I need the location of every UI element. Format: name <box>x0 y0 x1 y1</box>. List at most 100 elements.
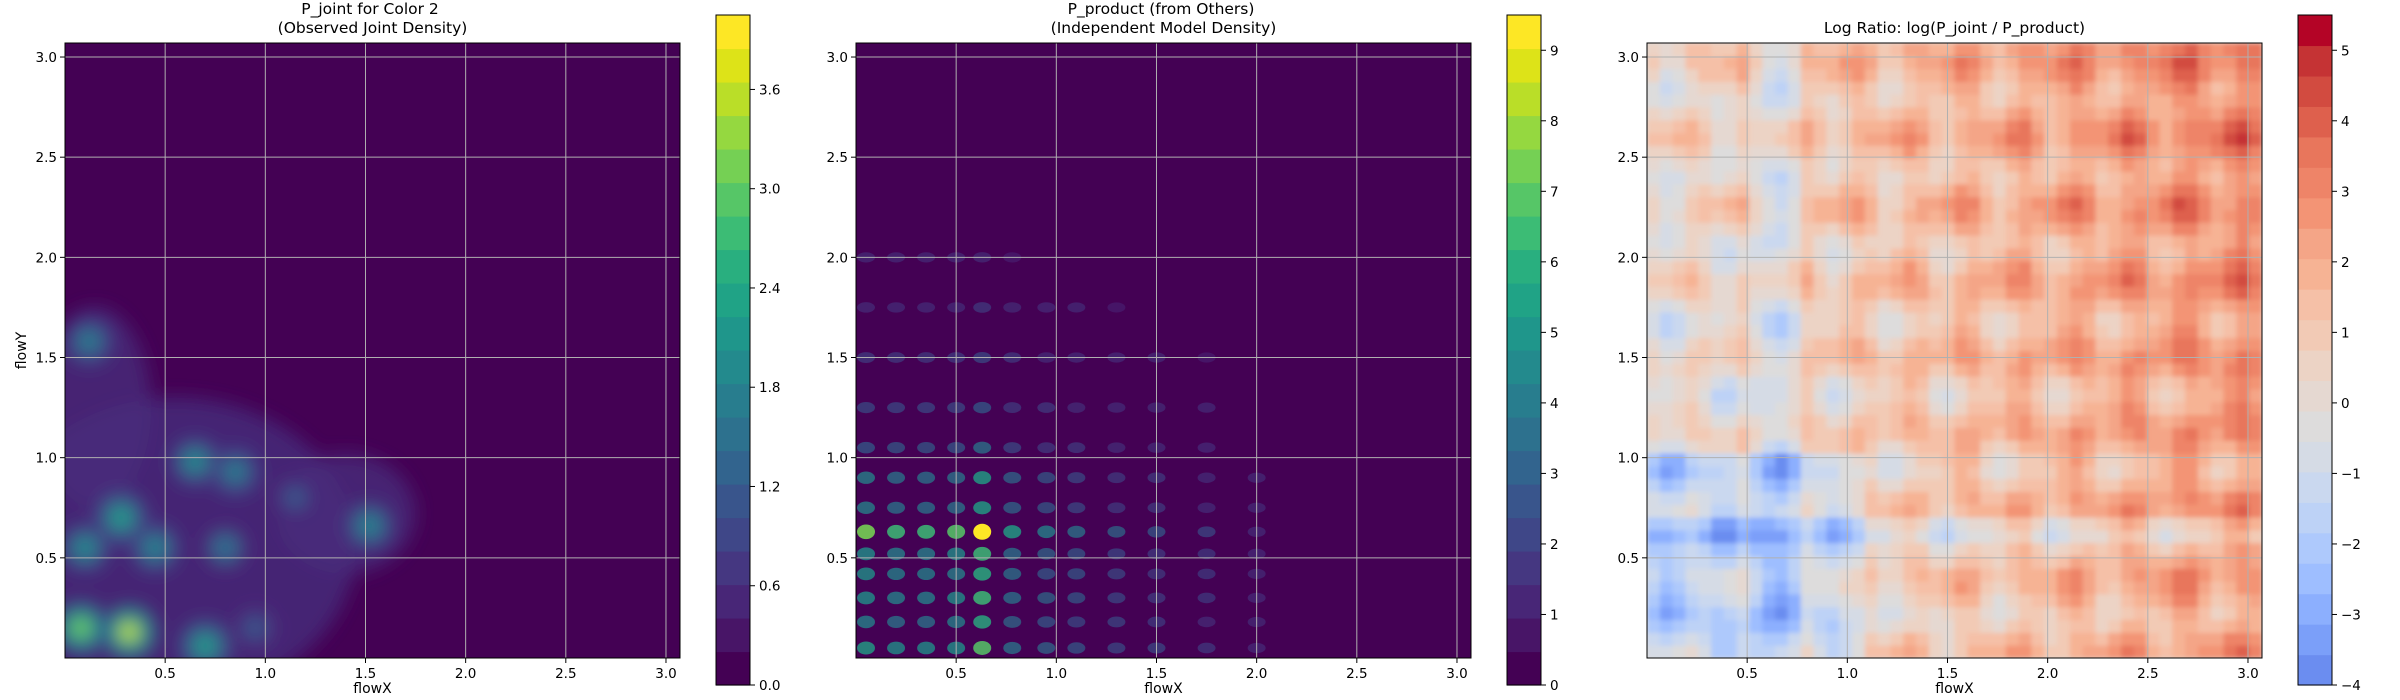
ticks-2: 0.5 1.0 1.5 2.0 2.5 3.00.51.01.52.02.53.0 <box>827 50 1468 682</box>
ratio-cell <box>2018 286 2032 300</box>
ratio-cell <box>1967 81 1981 95</box>
ratio-cell <box>1916 504 1930 518</box>
ratio-cell <box>1852 235 1866 249</box>
ratio-cell <box>1659 593 1674 608</box>
ratio-cell <box>1877 248 1891 262</box>
ratio-cell <box>2095 248 2109 262</box>
ratio-cell <box>1903 55 1917 70</box>
ratio-cell <box>1659 337 1674 351</box>
ratio-cell <box>1723 388 1738 403</box>
ratio-cell <box>1941 94 1955 108</box>
ratio-cell <box>2159 81 2173 95</box>
ratio-cell <box>2031 119 2045 134</box>
ratio-cell <box>1813 132 1827 146</box>
ratio-cell <box>2057 453 2071 467</box>
ratio-cell <box>2185 196 2199 211</box>
ratio-cell <box>2044 606 2058 621</box>
product-cell <box>973 523 992 540</box>
ratio-cell <box>1954 478 1968 492</box>
ratio-cell <box>2031 43 2045 57</box>
ratio-cell <box>1659 222 1674 236</box>
ratio-cell <box>1647 491 1661 505</box>
ratio-cell <box>2172 107 2186 121</box>
panel-joint-density: P_joint for Color 2 (Observed Joint Dens… <box>14 0 780 697</box>
ratio-cell <box>1877 427 1891 441</box>
ratio-cell <box>1928 119 1943 134</box>
ratio-cell <box>1775 68 1789 82</box>
ratio-cell <box>1992 286 2007 300</box>
ratio-cell <box>2223 55 2237 70</box>
ratio-cell <box>1839 401 1853 416</box>
density-peak <box>190 456 201 467</box>
product-cell <box>857 471 876 484</box>
ratio-cell <box>1787 619 1802 633</box>
ratio-cell <box>1800 593 1815 608</box>
ratio-cell <box>2133 132 2148 146</box>
ratio-cell <box>1647 94 1661 108</box>
ratio-cell <box>1916 517 1930 531</box>
ratio-cell <box>2108 235 2122 249</box>
ratio-cell <box>1698 388 1712 403</box>
ratio-cell <box>1852 453 1866 467</box>
ratio-cell <box>1813 171 1827 185</box>
ratio-cell <box>2108 119 2122 134</box>
ratio-cell <box>1890 504 1904 518</box>
ratio-cell <box>1672 299 1686 313</box>
ratio-cell <box>1723 376 1738 390</box>
ratio-cell <box>1762 145 1776 159</box>
ratio-cell <box>1723 529 1738 544</box>
ratio-cell <box>1775 427 1789 441</box>
ratio-cell <box>1762 196 1776 211</box>
x-tick-label: 0.5 <box>1736 666 1757 682</box>
ratio-cell <box>2018 517 2032 531</box>
ratio-cell <box>1711 388 1725 403</box>
ratio-cell <box>1980 55 1994 70</box>
ratio-cell <box>2172 260 2186 275</box>
ratio-cell <box>1890 645 1904 658</box>
ratio-cell <box>1954 555 1968 569</box>
ratio-cell <box>1647 248 1661 262</box>
ratio-cell <box>2057 260 2071 275</box>
ratio-cell <box>1916 581 1930 595</box>
ratio-cell <box>1826 196 1840 211</box>
colorbar-tick-label: 3 <box>1550 466 1559 482</box>
ratio-cell <box>1992 401 2007 416</box>
colorbar-swatch <box>2298 258 2332 290</box>
ratio-cell <box>2210 55 2225 70</box>
ratio-cell <box>2223 529 2237 544</box>
ratio-cell <box>1916 286 1930 300</box>
ratio-cell <box>1800 260 1815 275</box>
ratio-cell <box>1839 414 1853 428</box>
ratio-cell <box>1941 209 1955 223</box>
ratio-cell <box>1928 222 1943 236</box>
y-tick-label: 2.5 <box>1618 150 1639 166</box>
ratio-cell <box>1749 55 1763 70</box>
ratio-cell <box>2159 312 2173 326</box>
ratio-cell <box>1800 542 1815 556</box>
ratio-cell <box>2095 43 2109 57</box>
ratio-cell <box>2031 632 2045 646</box>
ratio-cell <box>2236 81 2250 95</box>
ratio-cell <box>2095 606 2109 621</box>
ratio-cell <box>2185 465 2199 480</box>
ratio-cell <box>1672 119 1686 134</box>
ratio-cell <box>1672 158 1686 172</box>
ratio-cell <box>1967 427 1981 441</box>
ratio-cell <box>1852 517 1866 531</box>
ratio-cell <box>1800 145 1815 159</box>
ratio-cell <box>1698 619 1712 633</box>
ratio-cell <box>1826 68 1840 82</box>
ratio-cell <box>2249 529 2262 544</box>
ratio-cell <box>1826 581 1840 595</box>
ratio-cell <box>2069 158 2084 172</box>
ratio-cell <box>2031 145 2045 159</box>
ratio-cell <box>1852 478 1866 492</box>
ratio-cell <box>1852 299 1866 313</box>
colorbar-tick-label: 0 <box>1550 678 1559 694</box>
ratio-cell <box>1864 363 1879 377</box>
ratio-cell <box>1992 337 2007 351</box>
ratio-cell <box>1941 286 1955 300</box>
ratio-cell <box>1839 43 1853 57</box>
ratio-cell <box>1903 196 1917 211</box>
ratio-cell <box>1864 43 1879 57</box>
